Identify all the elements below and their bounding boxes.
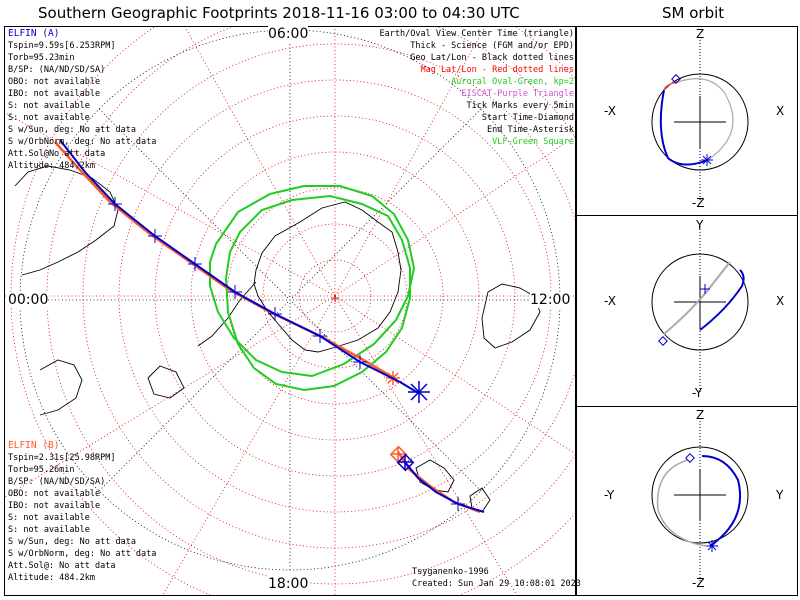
elfin-a-line: Altitude: 484.2km: [8, 161, 95, 171]
sm-axis-label: -Y: [692, 386, 703, 400]
elfin-a-line: S: not available: [8, 113, 90, 123]
elfin-b-line: S: not available: [8, 525, 90, 535]
elfin-a-line: OBO: not available: [8, 77, 101, 87]
legend-entry: VLF-Green Square: [492, 137, 574, 147]
sm-axis-label: X: [776, 294, 785, 308]
tick-marks-a: [108, 197, 465, 511]
legend-entry: Auroral Oval-Green, kp=2: [451, 77, 574, 87]
elfin-b-line: S w/OrbNorm, deg: No att data: [8, 549, 157, 559]
hour-label-bottom: 18:00: [268, 576, 309, 592]
legend-entry: Start Time-Diamond: [481, 113, 574, 123]
elfin-b-info: ELFIN (B) Tspin=2.31s[25.98RPM] Torb=95.…: [8, 440, 156, 584]
sm-axis-label: -X: [604, 104, 616, 118]
mag-pole-marker: [331, 294, 339, 302]
start-diamond-a: [396, 453, 415, 472]
sm-axis-label: Y: [776, 488, 784, 502]
legend-entry: EISCAT-Purple Triangle: [461, 89, 574, 99]
elfin-a-line: B/SP: (NA/ND/SD/SA): [8, 65, 106, 75]
elfin-b-line: Torb=95.26min: [8, 465, 75, 475]
sm-plot-xz: [651, 40, 749, 200]
elfin-a-line: Tspin=9.59s[6.253RPM]: [8, 41, 116, 51]
hour-label-right: 12:00: [530, 292, 571, 308]
elfin-b-line: Att.Sol@: No att data: [8, 561, 116, 571]
legend-entry: Tick Marks every 5min: [466, 101, 574, 111]
legend-entry: Thick - Science (FGM and/or EPD): [410, 41, 574, 51]
elfin-a-line: S w/OrbNorm, deg: No att data: [8, 137, 157, 147]
legend-entry: End Time-Asterisk: [487, 125, 574, 135]
sm-plot-xy: [651, 226, 749, 392]
sm-axis-label: Y: [696, 218, 704, 232]
elfin-b-line: Altitude: 484.2km: [8, 573, 95, 583]
elfin-b-line: OBO: not available: [8, 489, 101, 499]
track-elfin-a: [59, 139, 485, 513]
sm-panel-yz: [576, 406, 798, 596]
hour-label-left: 00:00: [8, 292, 49, 308]
elfin-b-line: S: not available: [8, 513, 90, 523]
elfin-b-line: B/SP: (NA/ND/SD/SA): [8, 477, 106, 487]
auroral-oval: [209, 185, 416, 392]
sm-axis-label: -Z: [692, 576, 705, 590]
model-credit: Tsyganenko-1996: [412, 567, 489, 577]
plot-title: Southern Geographic Footprints 2018-11-1…: [38, 4, 520, 22]
end-asterisk-a: [408, 381, 430, 403]
sm-orbit-title: SM orbit: [662, 4, 725, 22]
created-timestamp: Created: Sun Jan 29 10:08:01 2023: [412, 579, 581, 589]
hour-label-top: 06:00: [268, 26, 309, 42]
elfin-b-line: S w/Sun, deg: No att data: [8, 537, 136, 547]
elfin-a-line: S w/Sun, deg: No att data: [8, 125, 136, 135]
sm-axis-label: X: [776, 104, 785, 118]
elfin-b-line: Tspin=2.31s[25.98RPM]: [8, 453, 116, 463]
legend: Earth/Oval View Center Time (triangle) Th…: [380, 28, 574, 148]
legend-entry: Geo Lat/Lon - Black dotted lines: [410, 53, 574, 63]
elfin-a-line: Torb=95.23min: [8, 53, 75, 63]
sm-axis-label: Z: [696, 27, 705, 41]
elfin-a-info: ELFIN (A) Tspin=9.59s[6.253RPM] Torb=95.…: [8, 28, 156, 172]
elfin-a-line: Att.Sol@No att data: [8, 149, 106, 159]
elfin-b-line: IBO: not available: [8, 501, 101, 511]
sm-axis-label: -Y: [604, 488, 615, 502]
legend-entry: Mag Lat/Lon - Red dotted lines: [420, 65, 574, 75]
elfin-a-name: ELFIN (A): [8, 28, 60, 39]
elfin-a-line: IBO: not available: [8, 89, 101, 99]
elfin-a-line: S: not available: [8, 101, 90, 111]
sm-axis-label: -X: [604, 294, 616, 308]
sm-axis-label: -Z: [692, 196, 705, 210]
elfin-b-name: ELFIN (B): [8, 440, 60, 451]
sm-axis-label: Z: [696, 408, 705, 422]
sm-plot-yz: [651, 418, 749, 582]
legend-entry: Earth/Oval View Center Time (triangle): [379, 29, 574, 39]
